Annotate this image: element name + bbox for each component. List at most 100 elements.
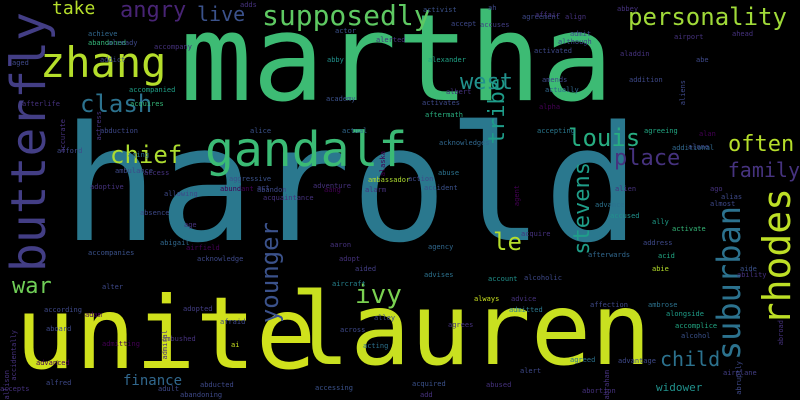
word-49: ambassador [368,176,411,184]
word-138: aged [12,59,29,67]
word-168: already [108,39,138,47]
word-161: admiral [161,330,169,360]
word-95: across [340,326,366,334]
word-167: absence [140,209,170,217]
word-55: activate [672,225,706,233]
word-127: abe [696,56,709,64]
word-34: addict [100,56,126,64]
word-32: abandoned [88,39,126,47]
word-119: alerted [376,36,406,44]
word-115: allowing [164,190,198,198]
word-7: supposedly [262,0,431,32]
word-107: alpha [539,103,561,111]
word-8: personality [628,3,787,31]
word-118: actor [335,27,357,35]
word-50: accident [424,184,458,192]
word-38: acquires [130,100,164,108]
word-52: advance [595,201,625,209]
word-39: alice [250,127,272,135]
word-10: take [52,0,96,19]
word-79: agreed [570,356,596,364]
word-98: acquire [521,230,551,238]
word-62: acknowledge [197,255,244,263]
word-57: acid [658,252,675,260]
word-109: abduction [100,127,138,135]
word-71: admitted [509,306,543,314]
word-137: ability [737,271,767,279]
word-86: accessing [315,384,353,392]
word-129: abbey [617,5,639,13]
word-128: addition [629,76,663,84]
word-73: ambrose [648,301,678,309]
word-162: alaska [379,151,387,177]
word-133: alan [699,130,716,138]
word-149: abused [486,381,512,389]
word-91: aboard [46,325,72,333]
word-1: harold [62,91,640,278]
word-36: alexander [428,56,466,64]
word-46: aggressive [229,175,272,183]
word-14: west [460,70,513,95]
word-144: alter [102,283,124,291]
word-154: accidentally [10,330,18,381]
word-53: accused [610,212,640,220]
word-151: advanced [36,359,70,367]
word-47: abandon [257,186,287,194]
word-80: advantage [618,357,656,365]
word-23: younger [256,222,284,324]
word-20: rhodes [755,188,799,326]
word-19: tribe [485,78,510,145]
word-78: alert [520,367,542,375]
word-102: acknowledges [439,139,490,147]
word-30: activist [423,6,457,14]
word-117: accompanies [88,249,135,257]
word-85: abandoning [180,391,223,399]
word-13: chief [110,141,183,169]
word-165: alien [615,185,637,193]
word-15: louis [568,124,641,152]
word-160: actress [95,111,103,141]
word-111: afford [57,147,83,155]
word-25: le [493,228,522,256]
word-59: aide [740,265,757,273]
word-0: martha [180,0,614,129]
word-158: aliens [679,80,687,106]
word-141: act [257,184,270,192]
word-152: admitting [102,340,140,348]
word-9: angry [120,0,187,23]
word-157: abruptly [735,361,743,395]
word-92: adopted [183,305,213,313]
word-17: often [728,132,795,157]
word-146: ai [231,341,240,349]
word-87: alfred [46,379,72,387]
word-148: agrees [448,321,474,329]
word-132: alone [688,143,710,151]
word-88: accepts [0,385,30,393]
word-6: zhang [40,38,167,87]
word-65: agency [428,243,454,251]
word-166: aladdin [620,50,650,58]
word-96: aaron [330,241,352,249]
word-97: aang [324,186,341,194]
word-114: ambulance [115,167,153,175]
word-108: academy [326,95,356,103]
word-140: adds [240,1,257,9]
word-22: stevens [570,162,595,255]
word-90: adam [85,311,102,319]
word-82: acquired [412,380,446,388]
word-169: abundant [220,185,254,193]
word-72: affection [590,301,628,309]
word-147: alley [374,314,396,322]
word-63: adopt [339,255,361,263]
word-134: ago [710,185,723,193]
word-12: clash [80,90,153,118]
word-123: align [565,13,587,21]
word-43: accepting [537,127,575,135]
word-131: ah [488,4,497,12]
word-67: account [488,275,518,283]
word-83: abducted [200,381,234,389]
word-77: airplane [723,369,757,377]
word-56: address [643,239,673,247]
word-64: aided [355,265,377,273]
word-130: affair [535,11,561,19]
